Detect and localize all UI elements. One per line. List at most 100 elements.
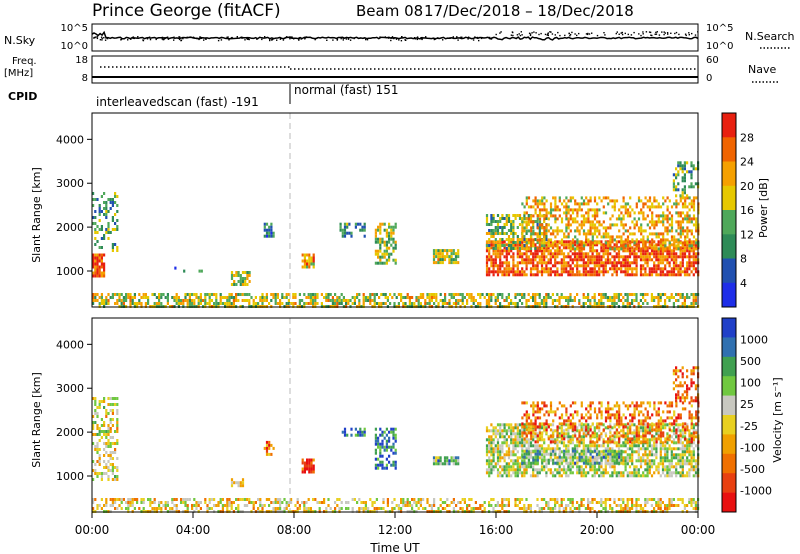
range-cell [622, 258, 625, 262]
range-cell [692, 223, 696, 227]
range-cell [239, 293, 242, 296]
range-cell [499, 240, 502, 244]
range-cell [116, 457, 119, 460]
range-cell [686, 293, 689, 296]
range-cell [492, 293, 495, 296]
nsearch-point [243, 37, 246, 39]
range-cell [116, 430, 119, 433]
range-cell [681, 217, 685, 221]
range-cell [98, 256, 101, 260]
range-cell [516, 273, 519, 277]
range-cell [496, 232, 500, 235]
range-cell [158, 501, 161, 504]
range-cell [571, 501, 574, 504]
range-cell [492, 429, 495, 433]
range-cell [298, 302, 301, 305]
range-cell [285, 293, 288, 296]
range-cell [193, 504, 196, 507]
range-cell [490, 504, 493, 507]
range-cell [364, 504, 367, 507]
range-cell [534, 247, 537, 250]
nsearch-point [103, 37, 105, 39]
range-cell [310, 470, 313, 474]
range-cell [617, 255, 621, 259]
range-cell [177, 296, 180, 299]
range-cell [306, 262, 309, 266]
range-cell [241, 280, 245, 283]
range-cell [246, 271, 249, 274]
range-cell [591, 214, 594, 218]
range-cell [633, 255, 636, 259]
range-cell [114, 475, 117, 478]
range-cell [525, 232, 528, 235]
range-cell [323, 296, 326, 299]
range-cell [635, 220, 638, 224]
range-cell [547, 501, 550, 504]
range-cell [265, 231, 269, 235]
range-cell [670, 223, 674, 227]
range-cell [111, 249, 114, 252]
nsearch-point [99, 39, 102, 41]
range-cell [346, 433, 349, 437]
range-cell [525, 261, 528, 265]
range-cell [111, 243, 114, 246]
range-cell [591, 474, 594, 478]
range-cell [562, 498, 565, 501]
range-cell [593, 211, 597, 215]
range-cell [435, 261, 438, 265]
range-cell [514, 453, 517, 457]
range-cell [404, 302, 407, 305]
range-cell [343, 234, 347, 238]
range-cell [562, 465, 566, 469]
range-cell [521, 232, 524, 236]
range-cell [527, 229, 531, 233]
range-cell [635, 252, 638, 256]
range-cell [554, 299, 557, 302]
range-cell [259, 498, 262, 501]
nsearch-point [421, 38, 423, 41]
range-cell [501, 450, 504, 454]
range-cell [379, 451, 382, 455]
range-cell [477, 293, 480, 296]
range-cell [684, 202, 687, 206]
range-cell [96, 262, 99, 266]
range-cell [565, 432, 568, 436]
range-cell [567, 474, 570, 478]
range-cell [308, 461, 311, 465]
range-cell [116, 195, 119, 198]
range-cell [120, 293, 123, 296]
range-cell [107, 454, 110, 457]
range-cell [496, 459, 500, 463]
range-cell [560, 241, 564, 245]
range-cell [615, 240, 618, 244]
range-cell [514, 270, 517, 274]
range-cell [230, 478, 234, 482]
nsearch-point [246, 37, 248, 40]
nsearch-point [649, 31, 652, 34]
range-cell [369, 498, 372, 501]
range-cell [239, 484, 242, 488]
range-cell [650, 270, 654, 274]
nsearch-point [578, 32, 580, 35]
range-cell [613, 299, 616, 302]
nsearch-point [96, 36, 99, 38]
range-cell [565, 223, 568, 227]
range-cell [388, 240, 391, 244]
range-cell [303, 265, 306, 269]
range-cell [543, 220, 546, 223]
range-cell [606, 299, 609, 302]
range-cell [642, 202, 645, 206]
range-cell [602, 247, 605, 251]
range-cell [556, 444, 559, 448]
range-cell [565, 208, 568, 212]
range-cell [241, 271, 245, 274]
nsearch-point [130, 38, 132, 40]
range-cell [485, 447, 489, 451]
range-cell [593, 432, 596, 436]
range-cell [571, 252, 574, 256]
range-cell [536, 241, 539, 244]
nsearch-point [651, 34, 653, 37]
range-cell [626, 264, 629, 268]
range-cell [565, 229, 568, 233]
range-cell [312, 259, 315, 263]
